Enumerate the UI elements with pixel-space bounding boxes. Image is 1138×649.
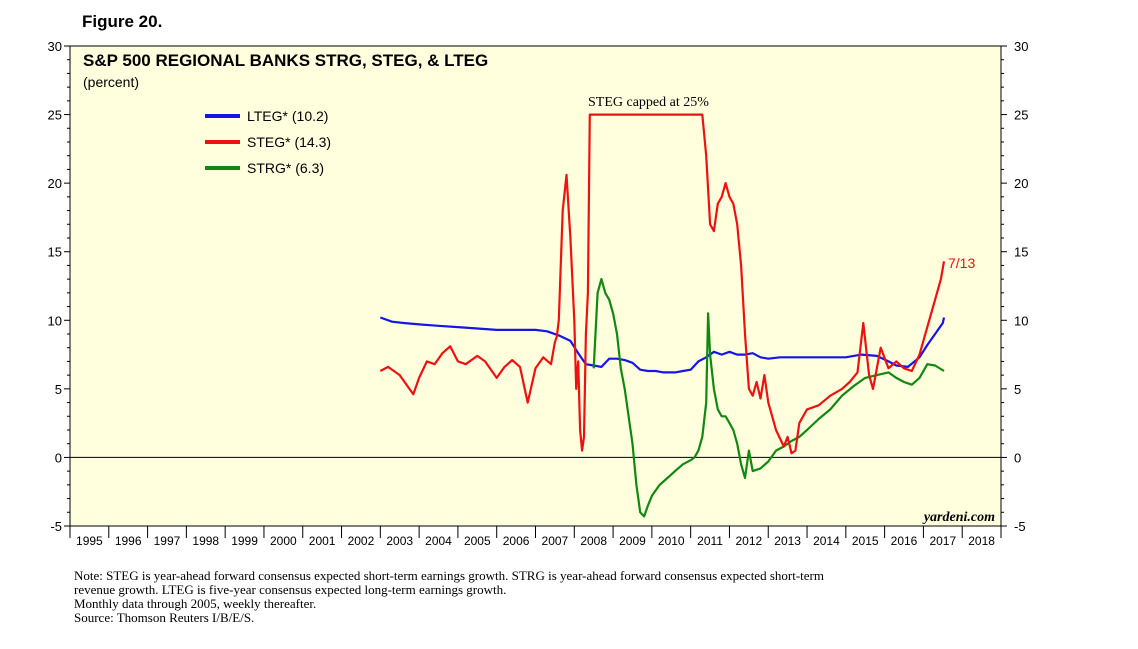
- x-tick-label: 2008: [580, 534, 607, 548]
- note-line: Note: STEG is year-ahead forward consens…: [74, 568, 824, 583]
- x-tick-label: 2000: [270, 534, 297, 548]
- y-tick-label-left: 30: [48, 39, 62, 54]
- x-tick-label: 2011: [697, 534, 723, 548]
- x-tick-label: 2005: [464, 534, 491, 548]
- x-tick-label: 1998: [192, 534, 219, 548]
- chart-subtitle: (percent): [83, 74, 139, 90]
- note-line: Monthly data through 2005, weekly therea…: [74, 596, 317, 611]
- y-tick-label-left: 5: [55, 382, 62, 397]
- plot-area: [69, 45, 1002, 527]
- y-tick-label-right: -5: [1014, 519, 1026, 534]
- x-tick-label: 1997: [154, 534, 181, 548]
- x-tick-label: 2009: [619, 534, 646, 548]
- x-tick-label: 2017: [929, 534, 956, 548]
- y-tick-label-right: 5: [1014, 382, 1021, 397]
- y-tick-label-left: 15: [48, 245, 62, 260]
- x-tick-label: 2010: [658, 534, 685, 548]
- legend: LTEG* (10.2) STEG* (14.3) STRG* (6.3): [205, 108, 331, 176]
- y-tick-label-left: 0: [55, 450, 62, 465]
- x-tick-label: 2012: [736, 534, 763, 548]
- x-tick-label: 1996: [115, 534, 142, 548]
- legend-label-lteg: LTEG* (10.2): [247, 108, 328, 124]
- x-tick-label: 2006: [503, 534, 530, 548]
- x-tick-label: 2007: [542, 534, 569, 548]
- legend-label-steg: STEG* (14.3): [247, 134, 331, 150]
- x-tick-label: 2018: [968, 534, 995, 548]
- y-tick-label-right: 15: [1014, 245, 1028, 260]
- series-line-strg: [592, 278, 945, 518]
- figure-label: Figure 20.: [82, 12, 163, 31]
- y-tick-label-right: 20: [1014, 176, 1028, 191]
- y-tick-label-right: 0: [1014, 450, 1021, 465]
- y-tick-label-left: 25: [48, 108, 62, 123]
- y-tick-label-right: 10: [1014, 313, 1028, 328]
- axis-ticks: -5 -5 0 0 5 5 10 10 15 15 20 20 25 25 30 30 1995 1996 1997…: [48, 39, 1029, 548]
- legend-label-strg: STRG* (6.3): [247, 160, 324, 176]
- steg-cap-annotation: STEG capped at 25%: [588, 95, 709, 110]
- x-tick-label: 2014: [813, 534, 840, 548]
- y-tick-label-right: 30: [1014, 39, 1028, 54]
- y-tick-label-left: -5: [50, 519, 62, 534]
- chart-title: S&P 500 REGIONAL BANKS STRG, STEG, & LTE…: [83, 51, 488, 70]
- end-date-label: 7/13: [948, 255, 975, 271]
- footnotes: Note: STEG is year-ahead forward consens…: [74, 569, 974, 625]
- yardeni-watermark: yardeni.com: [922, 510, 995, 525]
- y-tick-label-left: 10: [48, 313, 62, 328]
- x-tick-label: 2013: [774, 534, 801, 548]
- note-line: revenue growth. LTEG is five-year consen…: [74, 582, 507, 597]
- x-tick-label: 2004: [425, 534, 452, 548]
- x-tick-label: 2001: [309, 534, 336, 548]
- series-line-steg: [379, 113, 946, 455]
- y-tick-label-right: 25: [1014, 108, 1028, 123]
- x-tick-label: 1999: [231, 534, 258, 548]
- y-tick-label-left: 20: [48, 176, 62, 191]
- line-chart: -5 -5 0 0 5 5 10 10 15 15 20 20 25 25 30 30 1995 1996 1997…: [48, 39, 1029, 548]
- x-tick-label: 2003: [386, 534, 413, 548]
- x-tick-label: 2002: [348, 534, 375, 548]
- series-lines: [379, 113, 946, 518]
- x-tick-label: 2015: [852, 534, 879, 548]
- x-tick-label: 1995: [76, 534, 103, 548]
- note-line: Source: Thomson Reuters I/B/E/S.: [74, 610, 255, 625]
- x-tick-label: 2016: [891, 534, 918, 548]
